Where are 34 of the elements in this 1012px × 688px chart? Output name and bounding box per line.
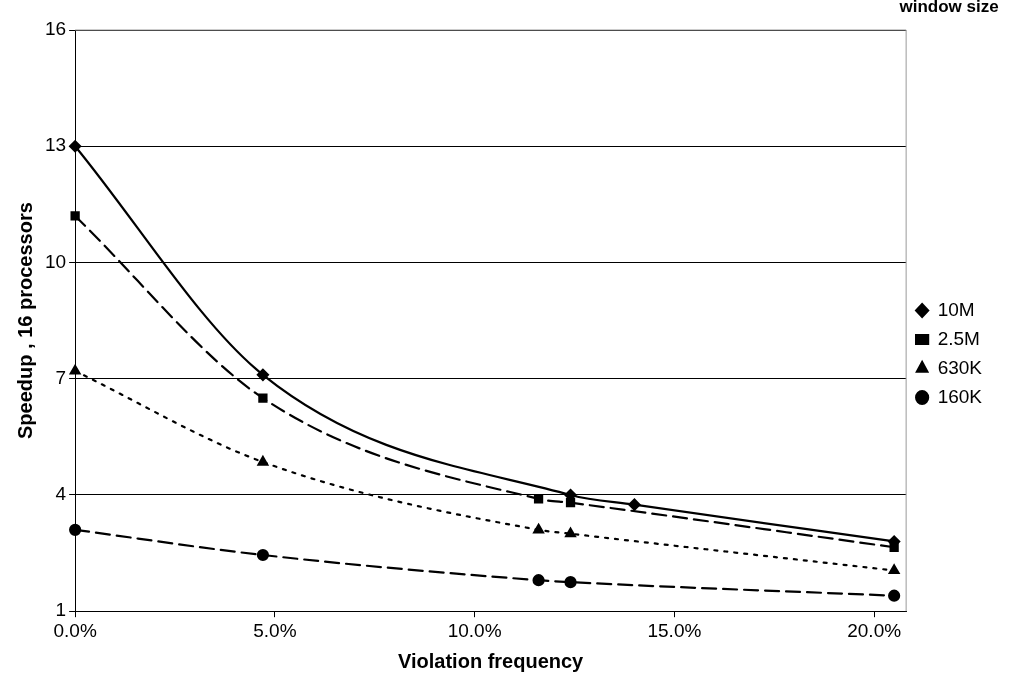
- point: [69, 364, 81, 375]
- point: [70, 211, 80, 221]
- y-tick-label: 7: [55, 366, 67, 388]
- point: [256, 548, 270, 562]
- point: [564, 576, 577, 589]
- point: [888, 589, 901, 602]
- point: [888, 564, 900, 575]
- point: [565, 527, 576, 538]
- point: [628, 498, 641, 511]
- x-axis-title: Violation frequency: [398, 649, 585, 672]
- point: [532, 574, 545, 587]
- point: [258, 393, 268, 403]
- y-tick-label: 16: [44, 18, 67, 40]
- legend-label: 160K: [937, 385, 983, 407]
- legend-label: 10M: [937, 298, 975, 320]
- legend-label: 2.5M: [937, 327, 980, 349]
- x-tick-label: 15.0%: [647, 619, 702, 641]
- point: [533, 494, 544, 504]
- x-tick-label: 10.0%: [447, 619, 502, 641]
- legend-title: window size: [898, 0, 999, 17]
- x-tick-label: 0.0%: [53, 619, 97, 641]
- point: [533, 523, 544, 534]
- point: [69, 140, 82, 153]
- point: [257, 455, 269, 466]
- point: [69, 523, 82, 536]
- x-tick-label: 5.0%: [253, 619, 297, 641]
- y-tick-label: 13: [44, 134, 67, 156]
- y-tick-label: 10: [44, 250, 67, 272]
- y-axis-title: Speedup , 16 processors: [13, 202, 36, 439]
- y-tick-label: 1: [55, 599, 67, 621]
- y-tick-label: 4: [55, 483, 67, 505]
- point: [256, 368, 270, 381]
- legend-label: 630K: [937, 356, 983, 378]
- x-tick-label: 20.0%: [847, 619, 902, 641]
